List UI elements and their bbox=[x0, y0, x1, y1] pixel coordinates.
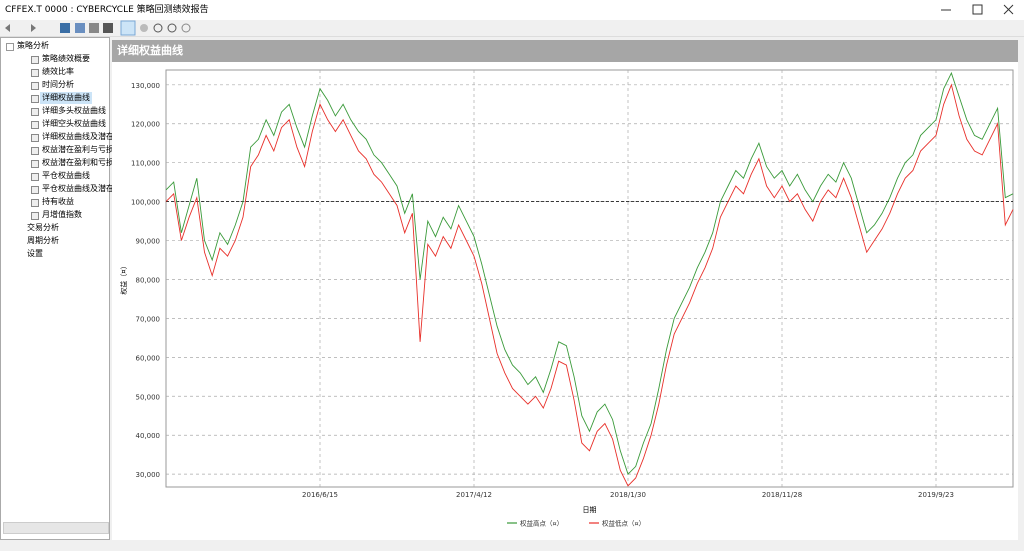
toolbar-icons bbox=[5, 20, 191, 36]
tree-leaf[interactable]: 详细权益曲线 bbox=[40, 92, 92, 104]
y-tick-label: 100,000 bbox=[131, 199, 160, 207]
tree-icon bbox=[31, 82, 39, 90]
tree-expander[interactable] bbox=[6, 43, 14, 51]
chart: 30,000 40,000 50,000 60,000 70,000 80,000 90,0… bbox=[112, 62, 1018, 540]
tree-icon bbox=[31, 108, 39, 116]
tree-leaf[interactable]: 策略绩效概要 bbox=[42, 54, 90, 63]
tree-scrollbar[interactable] bbox=[3, 522, 109, 534]
plot-area bbox=[165, 69, 1014, 488]
series-line bbox=[165, 71, 1014, 476]
tree-leaf[interactable]: 详细空头权益曲线 bbox=[42, 119, 106, 128]
tree-node[interactable]: 设置 bbox=[27, 249, 43, 258]
tree-icon bbox=[31, 199, 39, 207]
zoom-out-button[interactable] bbox=[167, 23, 177, 33]
y-tick-label: 110,000 bbox=[131, 160, 160, 168]
export-button[interactable] bbox=[103, 23, 113, 33]
y-tick-label: 90,000 bbox=[136, 238, 161, 246]
save-button[interactable] bbox=[60, 23, 70, 33]
pan-button[interactable] bbox=[140, 24, 148, 32]
pointer-button[interactable] bbox=[120, 20, 136, 36]
x-axis-label: 日期 bbox=[583, 506, 597, 514]
tree-icon bbox=[31, 147, 39, 155]
maximize-button[interactable] bbox=[972, 4, 983, 15]
tree-leaf[interactable]: 权益潜在盈利和亏损 bbox=[42, 158, 114, 167]
chart-title: 详细权益曲线 bbox=[117, 44, 183, 57]
tree-icon bbox=[31, 95, 39, 103]
y-tick-label: 120,000 bbox=[131, 121, 160, 129]
y-tick-label: 30,000 bbox=[136, 471, 161, 479]
tree-leaf[interactable]: 详细权益曲线及潜在 bbox=[42, 132, 114, 141]
x-tick-label: 2018/11/28 bbox=[762, 491, 802, 499]
tree-icon bbox=[31, 212, 39, 220]
close-button[interactable] bbox=[1003, 4, 1014, 15]
y-axis-label: 权益（¤） bbox=[119, 262, 128, 294]
reset-button[interactable] bbox=[181, 23, 191, 33]
tree-leaf[interactable]: 平仓权益曲线及潜在 bbox=[42, 184, 114, 193]
y-tick-label: 130,000 bbox=[131, 82, 160, 90]
tree-leaf[interactable]: 持有收益 bbox=[42, 197, 74, 206]
x-tick-label: 2019/9/23 bbox=[918, 491, 954, 499]
y-tick-label: 40,000 bbox=[136, 432, 161, 440]
tree-leaf[interactable]: 时间分析 bbox=[42, 80, 74, 89]
print-button[interactable] bbox=[89, 23, 99, 33]
zoom-in-button[interactable] bbox=[153, 23, 163, 33]
y-tick-label: 70,000 bbox=[136, 315, 161, 323]
legend-label: 权益高点（¤） bbox=[520, 519, 563, 528]
window-controls bbox=[941, 4, 1014, 15]
series-line bbox=[165, 83, 1014, 487]
tree-icon bbox=[31, 121, 39, 129]
x-tick-label: 2018/1/30 bbox=[610, 491, 646, 499]
tree-leaf[interactable]: 月增值指数 bbox=[42, 210, 82, 219]
tree-icon bbox=[31, 69, 39, 77]
preview-button[interactable] bbox=[75, 23, 85, 33]
tree-icon bbox=[31, 173, 39, 181]
toolbar bbox=[0, 20, 1024, 37]
tree-icon bbox=[31, 56, 39, 64]
tree-node[interactable]: 交易分析 bbox=[27, 223, 59, 232]
title-bar: CFFEX.T 0000 : CYBERCYCLE 策略回测绩效报告 bbox=[0, 0, 1024, 20]
y-tick-label: 50,000 bbox=[136, 393, 161, 401]
tree-icon bbox=[31, 160, 39, 168]
tree-leaf[interactable]: 权益潜在盈利与亏损 bbox=[42, 145, 114, 154]
x-tick-label: 2017/4/12 bbox=[456, 491, 492, 499]
back-button[interactable] bbox=[5, 24, 10, 32]
x-tick-label: 2016/6/15 bbox=[302, 491, 338, 499]
y-tick-label: 60,000 bbox=[136, 354, 161, 362]
tree-node[interactable]: 周期分析 bbox=[27, 236, 59, 245]
chart-header: 详细权益曲线 bbox=[112, 40, 1018, 62]
nav-tree: 策略分析策略绩效概要 绩效比率时间分析详细权益曲线详细多头权益曲线 详细空头权益曲线… bbox=[0, 37, 114, 540]
tree-node[interactable]: 策略分析 bbox=[17, 41, 49, 50]
tree-icon bbox=[31, 134, 39, 142]
tree-leaf[interactable]: 详细多头权益曲线 bbox=[42, 106, 106, 115]
legend-label: 权益低点（¤） bbox=[602, 519, 645, 528]
tree-icon bbox=[31, 186, 39, 194]
tree-leaf[interactable]: 平仓权益曲线 bbox=[42, 171, 90, 180]
window-title: CFFEX.T 0000 : CYBERCYCLE 策略回测绩效报告 bbox=[5, 5, 209, 15]
forward-button[interactable] bbox=[31, 24, 36, 32]
y-tick-label: 80,000 bbox=[136, 276, 161, 284]
tree-leaf[interactable]: 绩效比率 bbox=[42, 67, 74, 76]
